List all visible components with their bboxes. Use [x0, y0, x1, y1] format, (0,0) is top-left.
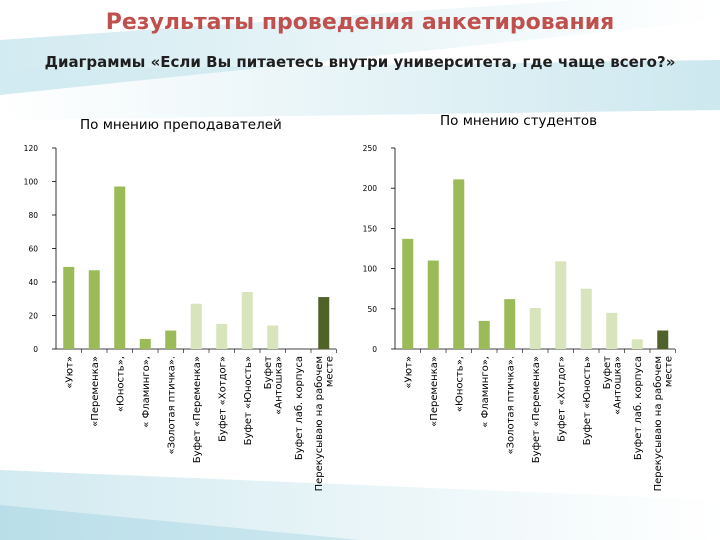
page-subtitle: Диаграммы «Если Вы питаетесь внутри унив… — [44, 53, 676, 71]
chart-title-students: По мнению студентов — [440, 113, 598, 129]
teachers-y-tick-label: 0 — [33, 345, 38, 354]
teachers-x-tick-label: Буфет «Юность» — [243, 356, 254, 445]
teachers-y-tick-label: 40 — [28, 278, 38, 287]
students-y-tick-label: 0 — [372, 345, 377, 354]
students-y-tick-label: 50 — [367, 305, 377, 314]
teachers-y-tick-label: 20 — [28, 312, 38, 321]
teachers-bar — [139, 338, 151, 349]
students-bar — [453, 179, 465, 349]
students-x-tick-label: Буфет «Юность» — [582, 356, 593, 445]
students-bar — [606, 312, 618, 349]
teachers-y-tick-label: 100 — [24, 178, 39, 187]
students-x-tick-label: « Фламинго», — [480, 356, 491, 428]
students-x-tick-label: «Уют» — [403, 356, 414, 389]
students-bar — [657, 330, 669, 349]
decor-band-mid — [0, 60, 720, 120]
teachers-bar — [165, 330, 177, 349]
page-title: Результаты проведения анкетирования — [105, 10, 615, 35]
students-bar — [631, 339, 643, 349]
students-y-tick-label: 250 — [363, 144, 378, 153]
teachers-x-tick-label: Буфет «Переменка» — [192, 356, 203, 463]
students-x-tick-label: Буфет лаб. корпуса — [633, 356, 644, 460]
students-bar — [478, 320, 490, 349]
teachers-bar — [190, 303, 202, 349]
chart-title-teachers: По мнению преподавателей — [80, 117, 282, 133]
teachers-bar — [216, 323, 228, 349]
teachers-x-tick-label: «Уют» — [64, 356, 75, 389]
students-bar — [555, 261, 567, 349]
students-x-tick-label: Перекусываю на рабочем — [653, 356, 664, 491]
teachers-x-tick-label: Перекусываю на рабочем — [314, 356, 325, 491]
teachers-x-tick-label: «Золотая птичка». — [166, 356, 177, 455]
students-x-tick-label: «Переменка» — [429, 356, 440, 427]
students-y-tick-label: 200 — [363, 184, 378, 193]
students-bar — [427, 260, 439, 349]
students-bar — [529, 307, 541, 349]
teachers-x-tick-label: Буфет — [263, 356, 274, 389]
teachers-x-tick-label: «Юность», — [115, 356, 126, 412]
teachers-x-tick-label: « Фламинго», — [141, 356, 152, 428]
teachers-bar — [318, 297, 330, 349]
teachers-x-tick-label: Буфет «Хотдог» — [217, 356, 228, 442]
teachers-y-tick-label: 60 — [28, 245, 38, 254]
students-bar — [402, 238, 414, 349]
teachers-x-tick-label: «Антошка» — [274, 356, 285, 415]
students-y-tick-label: 150 — [363, 224, 378, 233]
teachers-y-tick-label: 120 — [24, 144, 39, 153]
teachers-bar — [241, 292, 253, 349]
teachers-x-tick-label: месте — [325, 356, 336, 387]
teachers-x-tick-label: Буфет лаб. корпуса — [294, 356, 305, 460]
teachers-bar — [63, 266, 75, 349]
students-x-tick-label: Буфет «Переменка» — [531, 356, 542, 463]
students-x-tick-label: месте — [664, 356, 675, 387]
teachers-x-tick-label: «Переменка» — [90, 356, 101, 427]
students-x-tick-label: «Антошка» — [613, 356, 624, 415]
teachers-bar — [88, 270, 100, 349]
decor-corner-bottom — [0, 505, 360, 540]
teachers-bar — [267, 325, 279, 349]
teachers-y-tick-label: 80 — [28, 211, 38, 220]
students-y-tick-label: 100 — [363, 265, 378, 274]
students-x-tick-label: Буфет «Хотдог» — [556, 356, 567, 442]
students-bar — [580, 288, 592, 349]
students-x-tick-label: «Золотая птичка». — [505, 356, 516, 455]
decor-band-bottom — [0, 470, 720, 540]
students-bar — [504, 299, 516, 349]
teachers-bar — [114, 186, 126, 349]
students-x-tick-label: «Юность», — [454, 356, 465, 412]
students-x-tick-label: Буфет — [602, 356, 613, 389]
